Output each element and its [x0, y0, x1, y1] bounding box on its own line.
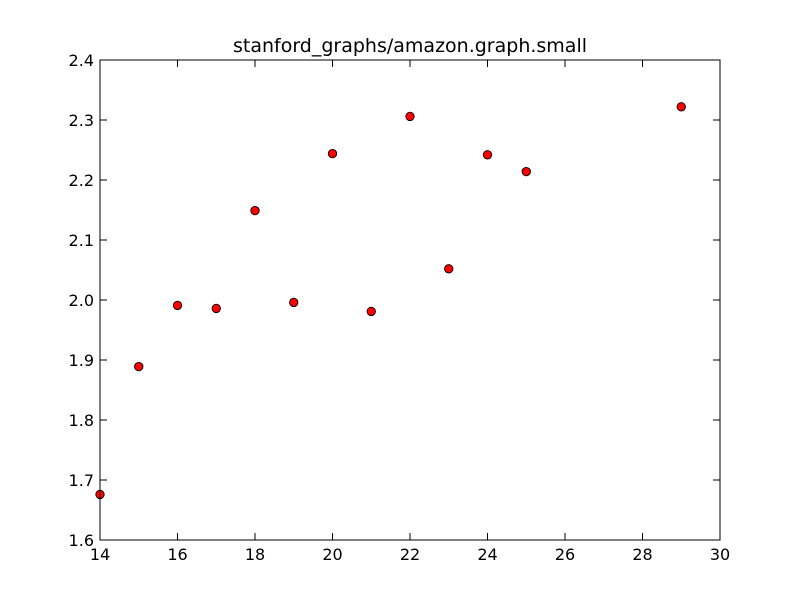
y-tick-label: 2.2: [69, 171, 94, 190]
y-tick-label: 2.3: [69, 111, 94, 130]
y-tick-label: 1.7: [69, 471, 94, 490]
x-tick-label: 22: [400, 545, 420, 564]
x-tick-label: 16: [167, 545, 187, 564]
x-tick-label: 26: [555, 545, 575, 564]
x-tick-label: 30: [710, 545, 730, 564]
data-point: [366, 306, 376, 317]
data-point: [134, 361, 144, 372]
y-tick-label: 1.8: [69, 411, 94, 430]
data-point: [327, 148, 338, 159]
data-point: [211, 303, 221, 314]
y-tick-label: 2.1: [69, 231, 94, 250]
data-point: [289, 297, 299, 308]
data-point: [250, 205, 260, 216]
x-tick-label: 20: [322, 545, 342, 564]
data-point: [172, 300, 183, 311]
y-tick-label: 2.0: [69, 291, 94, 310]
plot-area-frame: [99, 59, 721, 541]
data-point: [405, 111, 415, 122]
data-point: [676, 102, 686, 112]
x-tick-label: 14: [90, 545, 110, 564]
y-tick-label: 2.4: [69, 51, 94, 70]
x-tick-label: 24: [477, 545, 497, 564]
data-points: [95, 102, 686, 500]
y-axis-ticks: 1.6 1.7 1.8 1.9 2.0 2.1 2.2 2.3 2.4: [69, 51, 720, 550]
chart-title: stanford_graphs/amazon.graph.small: [233, 35, 587, 57]
data-point: [521, 166, 531, 177]
x-tick-label: 18: [245, 545, 265, 564]
data-point: [482, 150, 493, 160]
data-point: [444, 264, 454, 274]
y-tick-label: 1.9: [69, 351, 94, 370]
x-tick-label: 28: [632, 545, 652, 564]
y-tick-label: 1.6: [69, 531, 94, 550]
x-axis-ticks: 14 16 18 20 22 24 26 28 30: [90, 60, 730, 564]
